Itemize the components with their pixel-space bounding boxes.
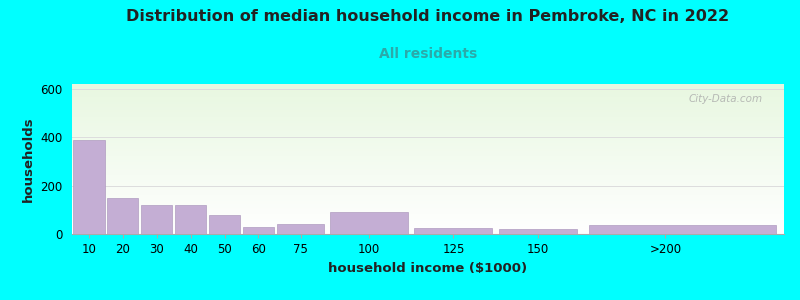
- Bar: [74, 140, 105, 234]
- Bar: [278, 224, 324, 234]
- Bar: [209, 214, 240, 234]
- Bar: [589, 225, 776, 234]
- Y-axis label: households: households: [22, 116, 34, 202]
- Text: All residents: All residents: [379, 46, 477, 61]
- Text: Distribution of median household income in Pembroke, NC in 2022: Distribution of median household income …: [126, 9, 730, 24]
- Bar: [243, 227, 274, 234]
- Bar: [330, 212, 408, 234]
- Bar: [414, 228, 493, 234]
- Bar: [499, 229, 577, 234]
- Text: City-Data.com: City-Data.com: [689, 94, 762, 104]
- X-axis label: household income ($1000): household income ($1000): [329, 262, 527, 275]
- Bar: [141, 206, 172, 234]
- Bar: [107, 198, 138, 234]
- Bar: [175, 205, 206, 234]
